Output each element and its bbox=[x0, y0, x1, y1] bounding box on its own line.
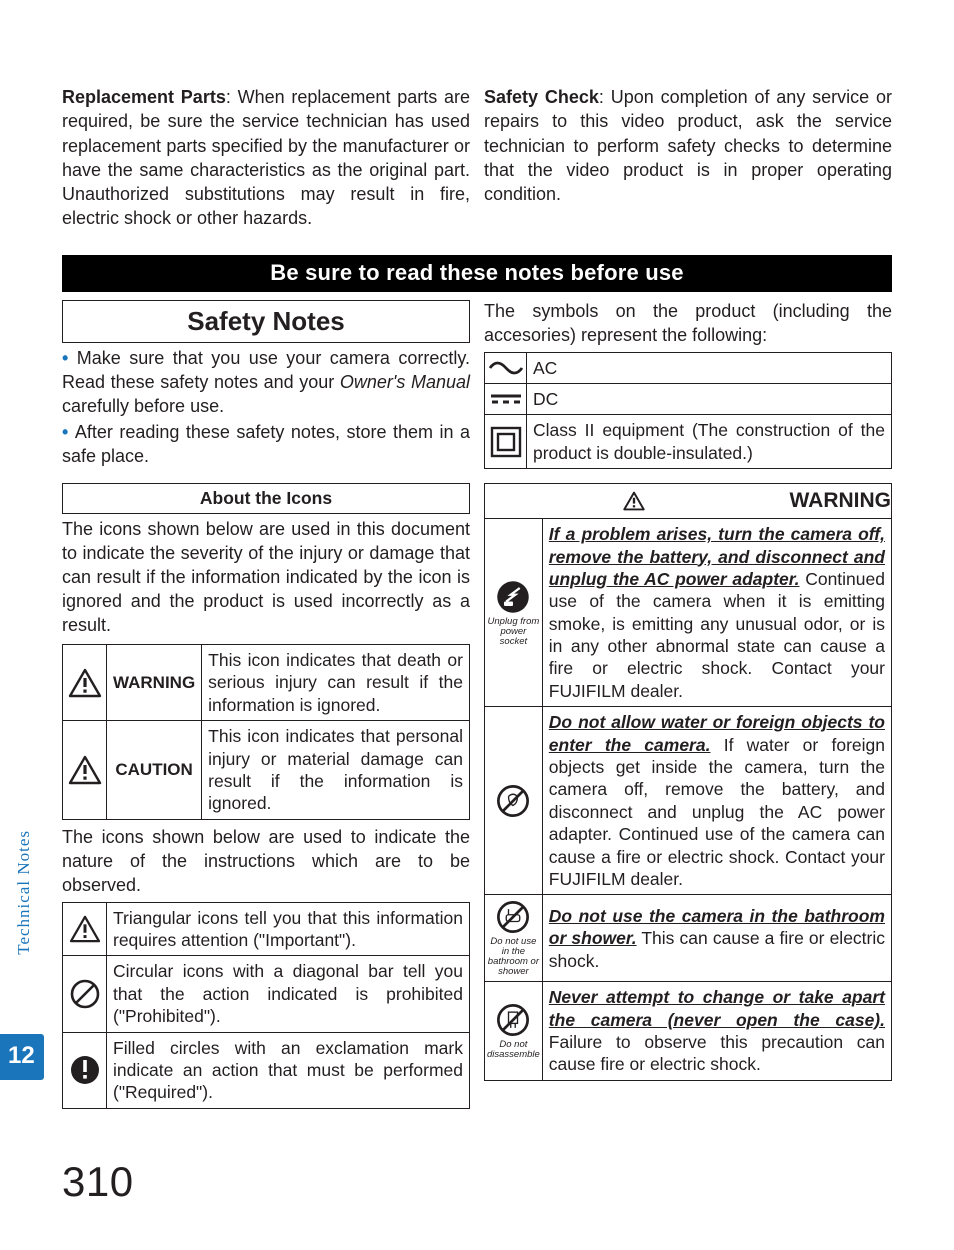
right-column: The symbols on the product (including th… bbox=[484, 300, 892, 1109]
dc-symbol-icon bbox=[485, 384, 527, 415]
warning-triangle-icon bbox=[63, 645, 107, 721]
class2-symbol-icon bbox=[485, 415, 527, 469]
warn-row-unplug: Unplug from power socket If a problem ar… bbox=[485, 519, 892, 707]
severity-icons-table: WARNING This icon indicates that death o… bbox=[62, 644, 470, 820]
bullet-store-safe: After reading these safety notes, store … bbox=[62, 421, 470, 469]
warn-bathroom-text: Do not use the camera in the bathroom or… bbox=[542, 895, 891, 982]
safety-notes-title: Safety Notes bbox=[62, 300, 470, 344]
bullet-use-correctly: Make sure that you use your camera corre… bbox=[62, 347, 470, 419]
section-sidebar-label: Technical Notes bbox=[14, 830, 34, 955]
icons-intro: The icons shown below are used in this d… bbox=[62, 518, 470, 638]
unplug-icon: Unplug from power socket bbox=[485, 519, 543, 707]
section-heading-bar: Be sure to read these notes before use bbox=[62, 255, 892, 292]
class2-label: Class II equipment (The construction of … bbox=[527, 415, 892, 469]
no-water-icon bbox=[485, 707, 543, 895]
nature-intro: The icons shown below are used to indica… bbox=[62, 826, 470, 898]
left-column: Safety Notes Make sure that you use your… bbox=[62, 300, 470, 1109]
ac-symbol-icon bbox=[485, 352, 527, 383]
warning-desc: This icon indicates that death or seriou… bbox=[202, 645, 470, 721]
top-paragraphs: Replacement Parts: When replacement part… bbox=[62, 85, 892, 231]
no-disassemble-icon: Do not disassemble bbox=[485, 982, 543, 1081]
unplug-caption: Unplug from power socket bbox=[487, 617, 540, 647]
about-icons-title: About the Icons bbox=[62, 483, 470, 514]
bullet1-text-c: carefully before use. bbox=[62, 396, 224, 416]
safety-check-label: Safety Check bbox=[484, 87, 599, 107]
warn-row-bathroom: Do not use in the bathroom or shower Do … bbox=[485, 895, 892, 982]
required-circle-icon bbox=[63, 1032, 107, 1108]
caution-triangle-icon bbox=[63, 721, 107, 820]
warn-water-body: If water or foreign objects get inside t… bbox=[549, 735, 885, 889]
owners-manual-italic: Owner's Manual bbox=[340, 372, 470, 392]
warn-row-water: Do not allow water or foreign objects to… bbox=[485, 707, 892, 895]
chapter-tab: 12 bbox=[0, 1034, 44, 1080]
warn-unplug-text: If a problem arises, turn the camera off… bbox=[542, 519, 891, 707]
warning-table: Unplug from power socket If a problem ar… bbox=[484, 518, 892, 1081]
warning-header-icon bbox=[623, 491, 645, 511]
caution-desc: This icon indicates that personal injury… bbox=[202, 721, 470, 820]
bathroom-caption: Do not use in the bathroom or shower bbox=[487, 937, 540, 977]
dc-label: DC bbox=[527, 384, 892, 415]
symbols-intro: The symbols on the product (including th… bbox=[484, 300, 892, 348]
warning-box-header: WARNING bbox=[484, 483, 892, 518]
warn-row-disassemble: Do not disassemble Never attempt to chan… bbox=[485, 982, 892, 1081]
warn-disassemble-body: Failure to observe this precaution can c… bbox=[549, 1032, 885, 1074]
disassemble-caption: Do not disassemble bbox=[487, 1040, 540, 1060]
warning-header-label: WARNING bbox=[790, 487, 892, 515]
warn-water-text: Do not allow water or foreign objects to… bbox=[542, 707, 891, 895]
warning-label: WARNING bbox=[107, 645, 202, 721]
warn-disassemble-text: Never attempt to change or take apart th… bbox=[542, 982, 891, 1081]
safety-check-para: Safety Check: Upon completion of any ser… bbox=[484, 85, 892, 231]
replacement-parts-para: Replacement Parts: When replacement part… bbox=[62, 85, 470, 231]
page-number: 310 bbox=[62, 1158, 134, 1206]
caution-label: CAUTION bbox=[107, 721, 202, 820]
no-bathroom-icon: Do not use in the bathroom or shower bbox=[485, 895, 543, 982]
ac-label: AC bbox=[527, 352, 892, 383]
important-desc: Triangular icons tell you that this info… bbox=[107, 902, 470, 956]
prohibited-circle-icon bbox=[63, 956, 107, 1032]
required-desc: Filled circles with an exclamation mark … bbox=[107, 1032, 470, 1108]
nature-icons-table: Triangular icons tell you that this info… bbox=[62, 902, 470, 1109]
symbols-table: AC DC Class II equipment (The constructi… bbox=[484, 352, 892, 470]
replacement-parts-text: : When replacement parts are required, b… bbox=[62, 87, 470, 228]
important-triangle-icon bbox=[63, 902, 107, 956]
replacement-parts-label: Replacement Parts bbox=[62, 87, 226, 107]
prohibited-desc: Circular icons with a diagonal bar tell … bbox=[107, 956, 470, 1032]
warn-disassemble-lead: Never attempt to change or take apart th… bbox=[549, 987, 885, 1029]
